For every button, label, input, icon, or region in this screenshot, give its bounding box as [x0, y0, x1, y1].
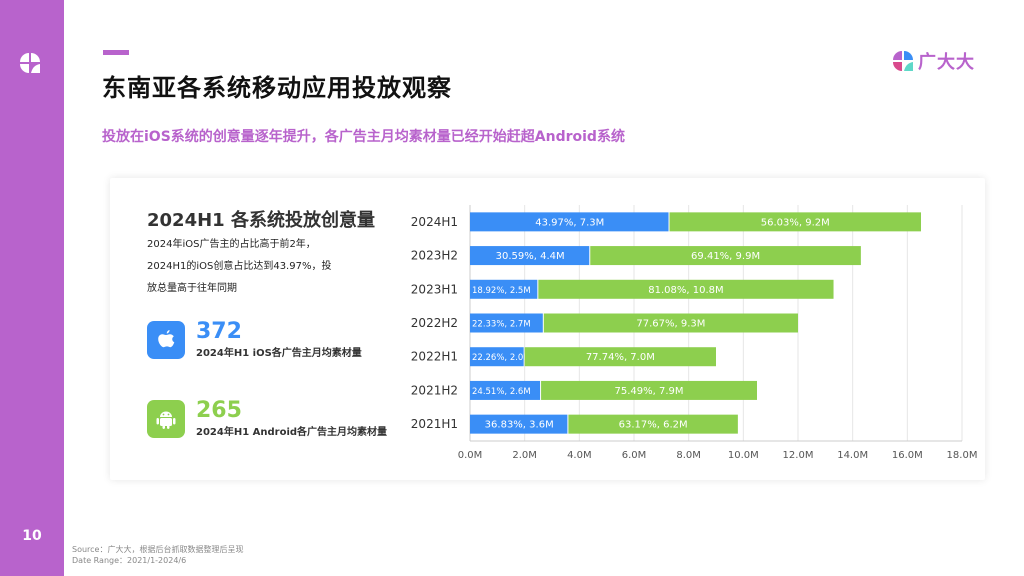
desc-line: 2024年iOS广告主的占比高于前2年， [147, 239, 316, 250]
desc-line: 放总量高于往年同期 [147, 283, 237, 294]
x-tick-label: 18.0M [947, 450, 978, 461]
data-label: 18.92%, 2.5M [472, 286, 531, 296]
ios-stat-value: 372 [196, 319, 242, 344]
brand-name: 广大大 [918, 52, 975, 73]
page-title: 东南亚各系统移动应用投放观察 [102, 74, 452, 102]
data-label: 63.17%, 6.2M [619, 420, 688, 431]
brand-logo-icon [20, 53, 40, 73]
footer: Source：广大大，根据后台抓取数据整理后呈现 Date Range：2021… [72, 544, 243, 566]
x-tick-label: 0.0M [458, 450, 483, 461]
category-label: 2021H1 [411, 417, 458, 431]
sidebar: 10 [0, 0, 64, 576]
bar-ios [470, 313, 543, 333]
stacked-bar-chart: 0.0M 2.0M 4.0M 6.0M 8.0M 10.0M 12.0M 14.0M 16.0M… [411, 205, 978, 461]
bar-android [524, 347, 716, 367]
bar-android [541, 380, 757, 400]
x-tick-label: 8.0M [676, 450, 701, 461]
category-label: 2022H2 [411, 316, 458, 330]
category-label: 2023H2 [411, 249, 458, 263]
data-label: 81.08%, 10.8M [648, 285, 723, 296]
page-subtitle: 投放在iOS系统的创意量逐年提升，各广告主月均素材量已经开始赶超Android系… [102, 129, 625, 145]
category-label: 2023H1 [411, 282, 458, 296]
data-label: 24.51%, 2.6M [472, 387, 531, 397]
stat-android: 265 2024年H1 Android各广告主月均素材量 [147, 399, 387, 438]
bar-ios [470, 347, 524, 367]
bar-android [669, 212, 921, 232]
data-label: 30.59%, 4.4M [496, 251, 565, 262]
bar-ios [470, 246, 590, 266]
data-label: 77.67%, 9.3M [636, 319, 705, 330]
android-stat-value: 265 [196, 398, 242, 423]
data-label: 56.03%, 9.2M [761, 217, 830, 228]
ios-stat-label: 2024年H1 iOS各广告主月均素材量 [196, 348, 362, 359]
bar-ios [470, 279, 538, 299]
brand-logo-icon [893, 51, 913, 71]
x-tick-label: 10.0M [728, 450, 759, 461]
title-accent [103, 50, 129, 55]
data-label: 22.33%, 2.7M [472, 320, 531, 330]
category-label: 2021H2 [411, 383, 458, 397]
source-note: Source：广大大，根据后台抓取数据整理后呈现 [72, 545, 244, 554]
category-label: 2022H1 [411, 350, 458, 364]
desc-line: 2024H1的iOS创意占比达到43.97%，投 [147, 261, 332, 272]
x-tick-label: 12.0M [783, 450, 814, 461]
category-label: 2024H1 [411, 215, 458, 229]
x-tick-label: 16.0M [892, 450, 923, 461]
brand: 广大大 [892, 48, 975, 74]
bar-ios [470, 414, 568, 434]
data-label: 77.74%, 7.0M [586, 352, 655, 363]
data-label: 22.26%, 2.0M [472, 353, 531, 363]
panel-description: 2024年iOS广告主的占比高于前2年， 2024H1的iOS创意占比达到43.… [147, 234, 357, 300]
apple-icon [147, 320, 185, 359]
bar-ios [470, 212, 669, 232]
bar-android [568, 414, 738, 434]
x-tick-label: 14.0M [837, 450, 868, 461]
android-stat-label: 2024年H1 Android各广告主月均素材量 [196, 427, 388, 438]
stat-ios: 372 2024年H1 iOS各广告主月均素材量 [147, 320, 362, 359]
bar-ios [470, 380, 541, 400]
page-number: 10 [22, 528, 42, 544]
date-range-note: Date Range：2021/1-2024/6 [72, 556, 187, 565]
data-label: 69.41%, 9.9M [691, 251, 760, 262]
panel-title: 2024H1 各系统投放创意量 [147, 210, 375, 231]
bar-android [538, 279, 834, 299]
x-tick-label: 6.0M [622, 450, 647, 461]
x-tick-label: 4.0M [567, 450, 592, 461]
android-icon [147, 399, 185, 438]
data-label: 75.49%, 7.9M [615, 386, 684, 397]
x-tick-label: 2.0M [512, 450, 537, 461]
data-label: 36.83%, 3.6M [485, 420, 554, 431]
bar-android [543, 313, 798, 333]
data-label: 43.97%, 7.3M [535, 217, 604, 228]
bar-android [590, 246, 861, 266]
